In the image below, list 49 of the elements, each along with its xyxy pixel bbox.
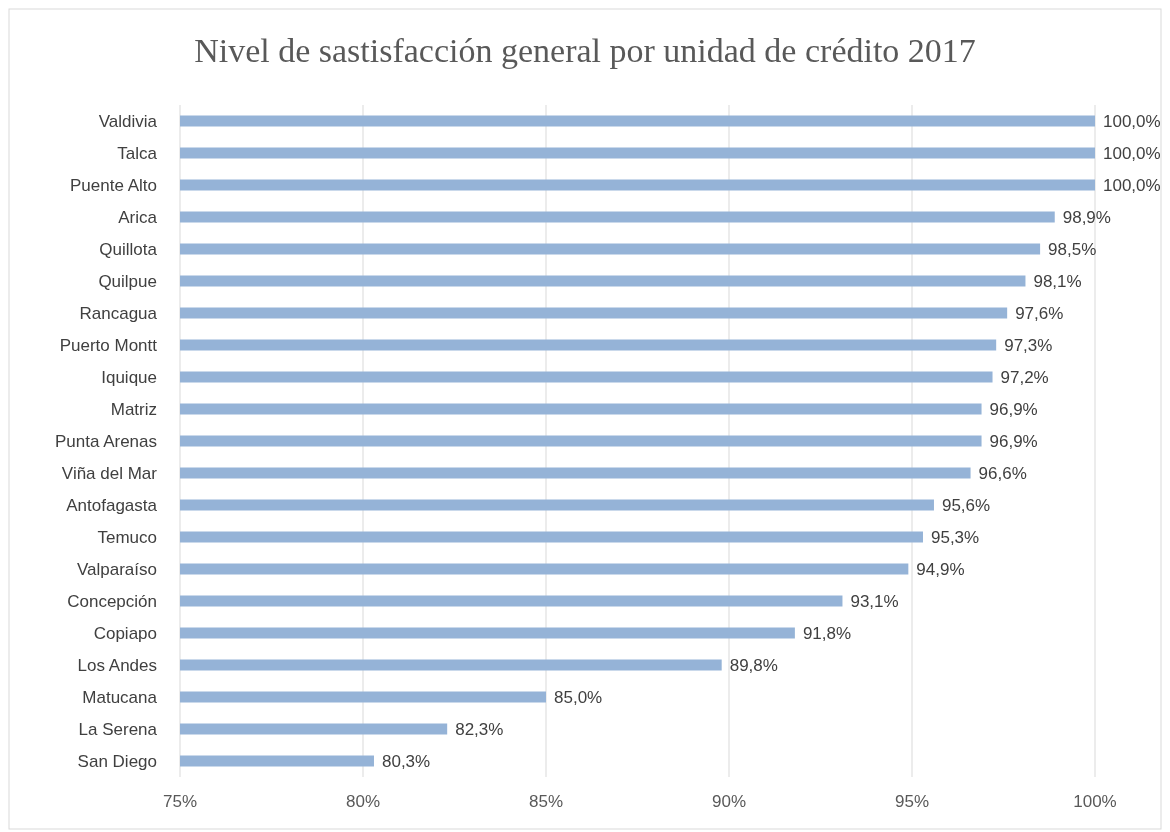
- y-tick-label: Quilpue: [98, 271, 157, 291]
- data-label: 100,0%: [1103, 111, 1161, 131]
- data-label: 98,5%: [1048, 239, 1097, 259]
- y-tick-label: Rancagua: [79, 303, 158, 323]
- x-tick-label: 100%: [1073, 792, 1117, 811]
- y-tick-label: Valdivia: [98, 111, 158, 131]
- y-tick-label: La Serena: [78, 719, 158, 739]
- data-label: 91,8%: [802, 623, 852, 643]
- y-tick-label: Iquique: [101, 367, 157, 387]
- y-tick-label: Antofagasta: [66, 495, 158, 515]
- y-tick-label: Los Andes: [77, 655, 157, 675]
- data-label: 95,3%: [930, 527, 980, 547]
- y-tick-label: Matucana: [82, 687, 158, 707]
- x-tick-label: 80%: [345, 792, 381, 811]
- x-tick-label: 95%: [894, 792, 930, 811]
- data-label: 93,1%: [850, 591, 899, 611]
- y-tick-label: Temuco: [97, 527, 157, 547]
- y-tick-label: Punta Arenas: [54, 431, 157, 451]
- y-tick-label: Viña del Mar: [61, 463, 158, 483]
- data-label: 98,1%: [1033, 271, 1082, 291]
- data-label: 94,9%: [916, 559, 965, 579]
- data-label: 82,3%: [455, 719, 504, 739]
- data-label: 97,3%: [1004, 335, 1053, 355]
- x-tick-label: 75%: [162, 792, 198, 811]
- data-label: 96,9%: [989, 431, 1038, 451]
- y-tick-label: Quillota: [99, 239, 158, 259]
- y-tick-label: Valparaíso: [76, 559, 157, 579]
- data-label: 97,6%: [1015, 303, 1064, 323]
- data-label: 100,0%: [1103, 175, 1161, 195]
- chart-title: Nivel de sastisfacción general por unidad de crédito 2017: [194, 32, 976, 69]
- data-label: 95,6%: [941, 495, 991, 515]
- x-tick-label: 90%: [711, 792, 747, 811]
- data-label: 96,6%: [978, 463, 1027, 483]
- data-label: 97,2%: [1000, 367, 1049, 387]
- data-label: 89,8%: [729, 655, 778, 675]
- y-tick-label: Talca: [117, 143, 158, 163]
- y-tick-label: Puente Alto: [70, 175, 157, 195]
- data-label: 98,9%: [1062, 207, 1111, 227]
- x-tick-label: 85%: [528, 792, 564, 811]
- data-label: 80,3%: [381, 751, 431, 771]
- y-tick-label: Matriz: [110, 399, 157, 419]
- y-tick-label: Arica: [118, 207, 158, 227]
- data-label: 100,0%: [1103, 143, 1161, 163]
- y-tick-label: Concepción: [67, 591, 157, 611]
- data-label: 96,9%: [989, 399, 1038, 419]
- y-tick-label: San Diego: [77, 751, 157, 771]
- data-label: 85,0%: [554, 687, 603, 707]
- y-tick-label: Copiapo: [93, 623, 157, 643]
- y-tick-label: Puerto Montt: [59, 335, 158, 355]
